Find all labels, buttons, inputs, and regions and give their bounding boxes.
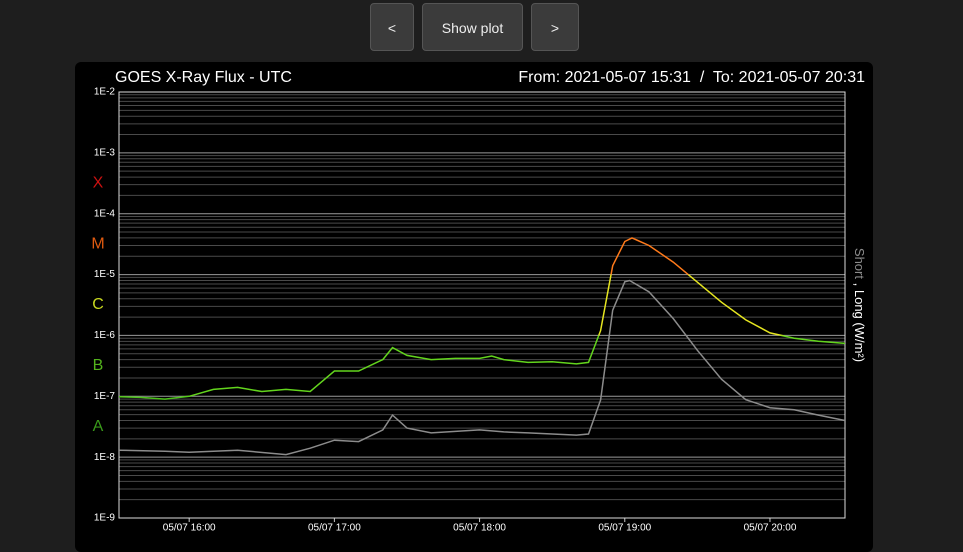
legend-separator: ,	[852, 283, 867, 287]
x-tick-label: 05/07 18:00	[453, 523, 506, 534]
legend-entry: Short	[852, 248, 867, 279]
y-tick-label: 1E-9	[94, 513, 116, 524]
next-button[interactable]: >	[531, 3, 579, 51]
x-tick-label: 05/07 20:00	[744, 523, 797, 534]
y-tick-label: 1E-3	[94, 147, 116, 158]
y-tick-label: 1E-5	[94, 269, 116, 280]
series-line	[118, 279, 846, 456]
class-label: B	[93, 357, 104, 374]
y-tick-label: 1E-4	[94, 208, 116, 219]
chart-title: GOES X-Ray Flux - UTC	[115, 69, 292, 86]
class-label: M	[91, 235, 104, 252]
y-tick-label: 1E-6	[94, 330, 116, 341]
plot-frame	[118, 91, 846, 519]
y-tick-label: 1E-7	[94, 391, 116, 402]
chart-subtitle: From: 2021-05-07 15:31 / To: 2021-05-07 …	[518, 69, 865, 86]
x-tick-label: 05/07 16:00	[163, 523, 216, 534]
page: < Show plot > GOES X-Ray Flux - UTC From…	[75, 3, 873, 552]
series-line	[118, 237, 846, 400]
show-plot-button[interactable]: Show plot	[422, 3, 523, 51]
chart: GOES X-Ray Flux - UTC From: 2021-05-07 1…	[91, 69, 867, 534]
legend-entry: Long (W/m²)	[852, 290, 867, 362]
y-tick-label: 1E-8	[94, 452, 116, 463]
x-tick-label: 05/07 17:00	[308, 523, 361, 534]
class-label: A	[93, 418, 104, 435]
y2-label: Short , Long (W/m²)	[852, 248, 867, 362]
x-tick-label: 05/07 19:00	[598, 523, 651, 534]
class-label: C	[92, 296, 104, 313]
y-tick-label: 1E-2	[94, 87, 116, 98]
class-label: X	[93, 175, 104, 192]
prev-button[interactable]: <	[370, 3, 414, 51]
